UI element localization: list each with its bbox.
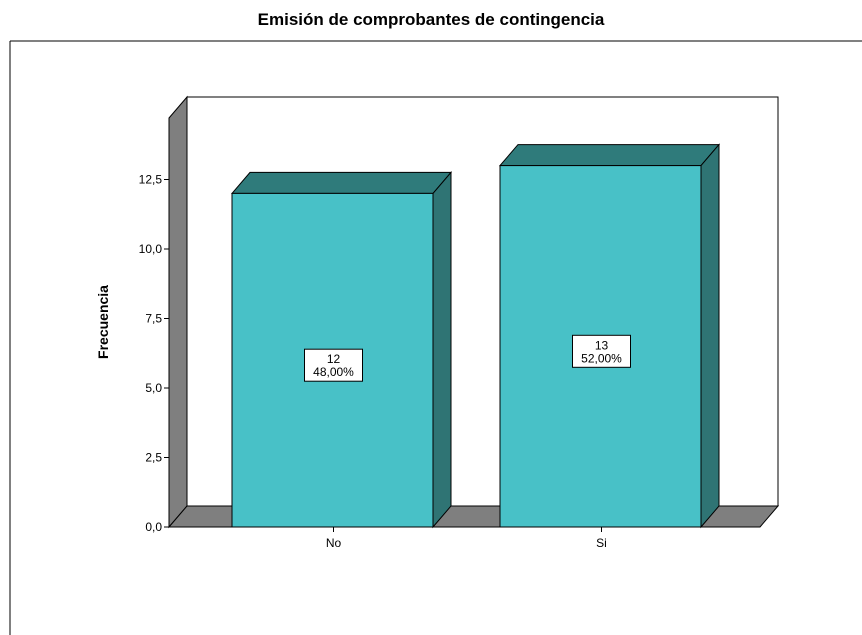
data-label-percent: 52,00% [581, 351, 622, 365]
chart-title: Emisión de comprobantes de contingencia [257, 10, 605, 29]
x-tick-label: No [326, 536, 342, 550]
y-tick-label: 5,0 [145, 381, 162, 395]
bar-top-face [498, 144, 721, 167]
data-label-count: 13 [595, 338, 609, 352]
bar-top-face [230, 171, 453, 194]
y-tick-label: 0,0 [145, 520, 162, 534]
y-tick-label: 12,5 [139, 173, 163, 187]
data-label-box [304, 348, 363, 382]
data-label-box [572, 334, 631, 368]
y-axis-label: Frecuencia [95, 285, 111, 359]
y-tick-label: 10,0 [139, 242, 163, 256]
bar-side-face [432, 171, 452, 529]
x-axis-labels: No Si [326, 527, 607, 550]
y-tick-label: 7,5 [145, 312, 162, 326]
data-label-percent: 48,00% [313, 365, 354, 379]
y-tick-label: 2,5 [145, 451, 162, 465]
data-label-count: 12 [327, 352, 341, 366]
bar-side-face [700, 143, 720, 529]
side-wall [168, 95, 188, 529]
y-axis-ticks: 0,0 2,5 5,0 7,5 10,0 12,5 [139, 173, 169, 534]
x-tick-label: Si [596, 536, 607, 550]
